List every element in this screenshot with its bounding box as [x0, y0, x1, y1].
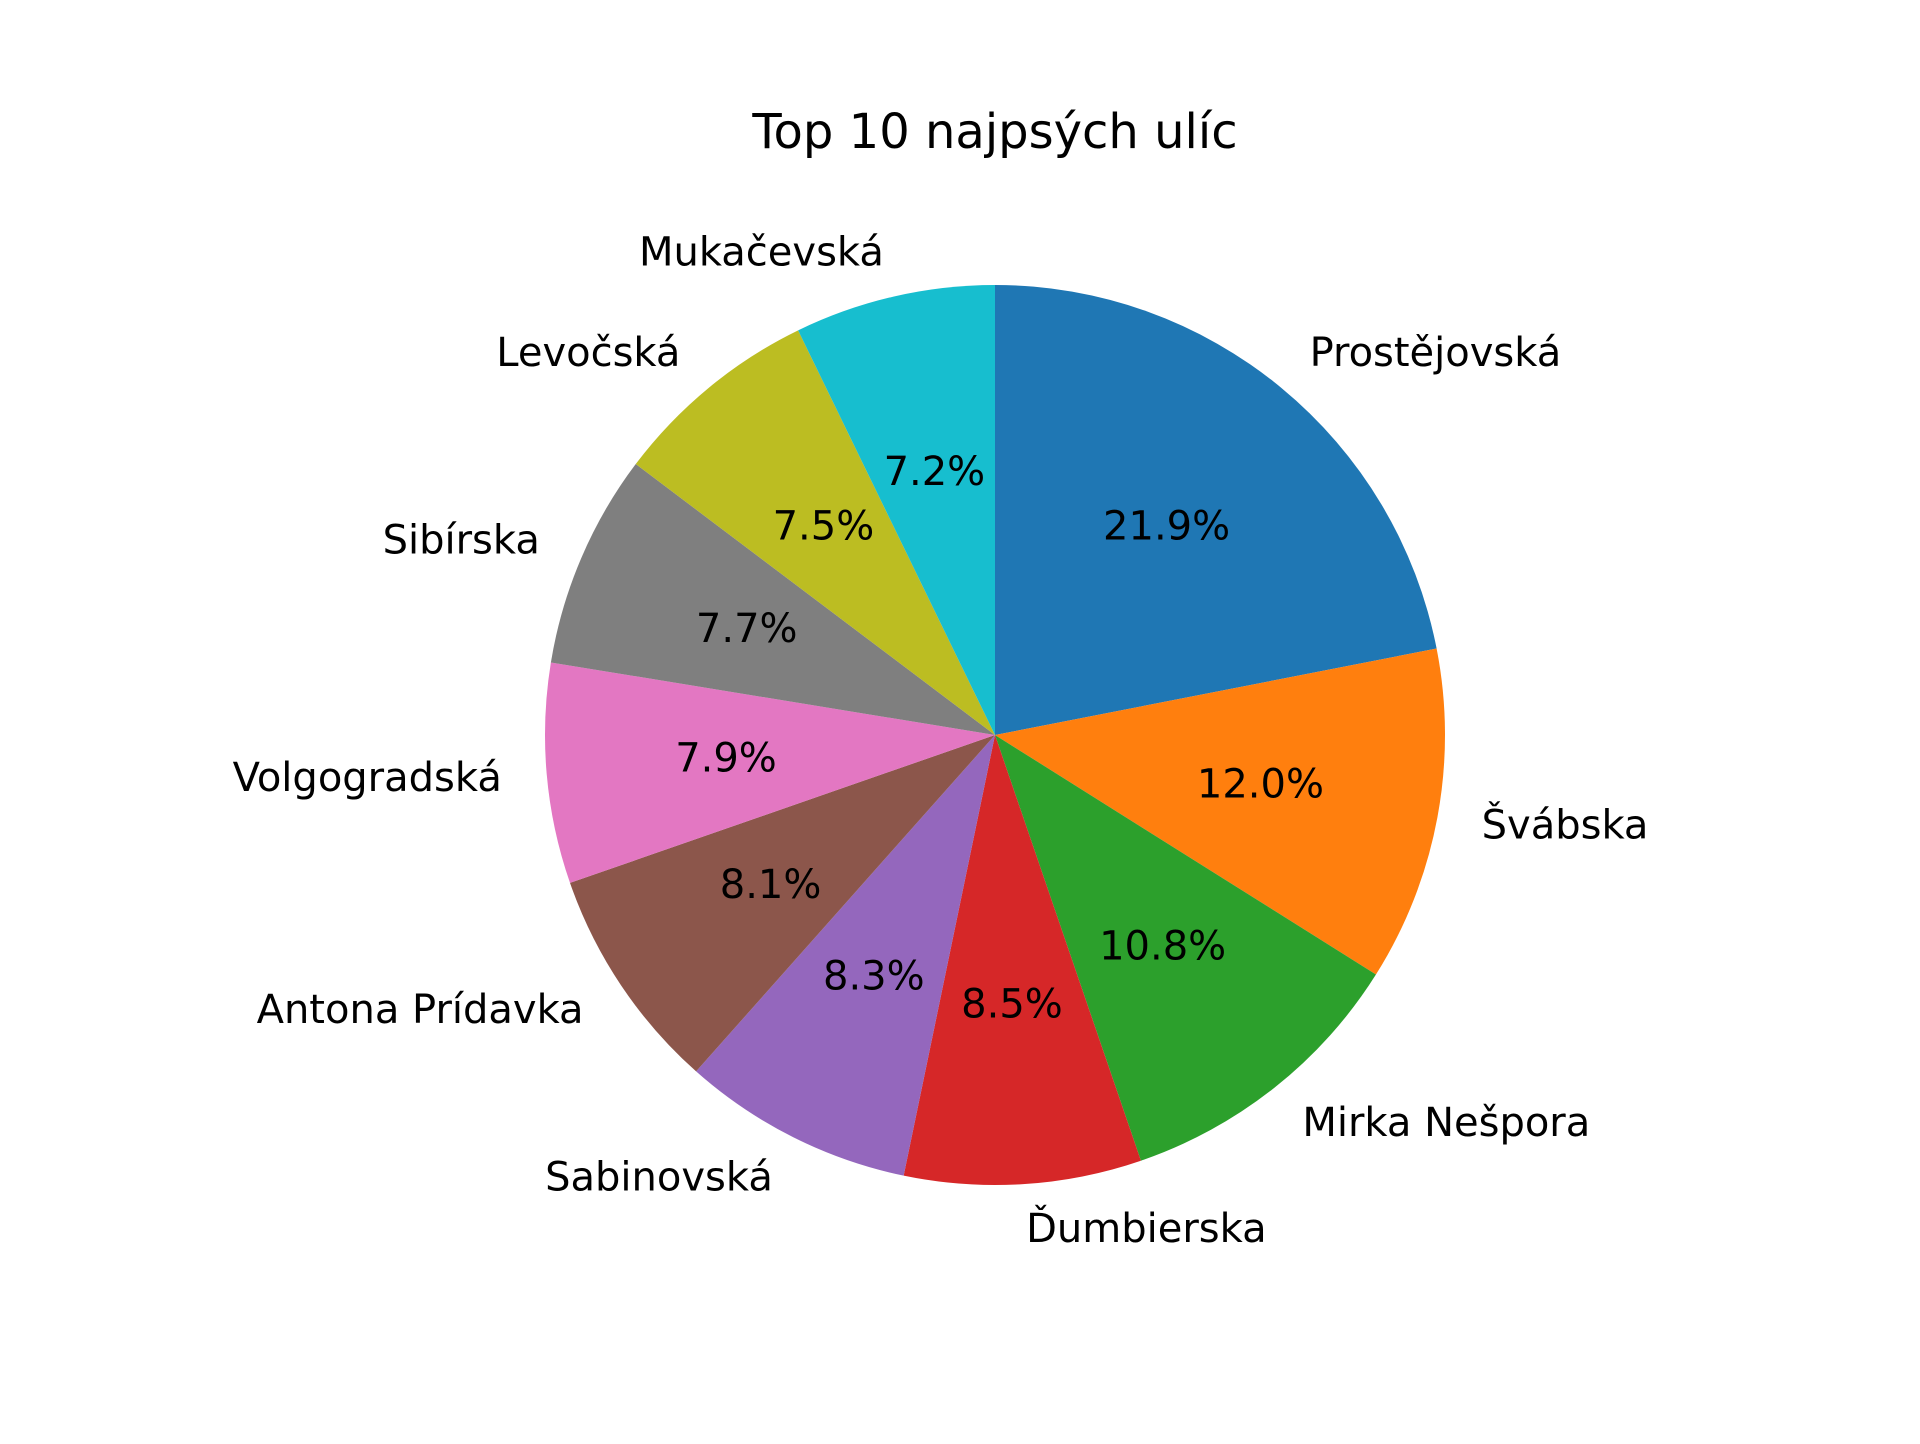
pie-percent-label: 7.5%: [773, 504, 875, 550]
pie-slice-mukacevska: [798, 285, 995, 735]
pie-percent-label: 12.0%: [1197, 761, 1324, 807]
pie-slice-antona-pridavka: [570, 735, 995, 1072]
pie-slice-mirka-nespora: [995, 735, 1376, 1161]
pie-slice-sabinovska: [696, 735, 995, 1176]
pie-percent-label: 21.9%: [1103, 504, 1230, 550]
pie-percent-label: 8.5%: [961, 981, 1063, 1027]
pie-percent-label: 10.8%: [1099, 924, 1226, 970]
pie-percent-label: 7.7%: [696, 606, 798, 652]
pie-slice-label-sibirska: Sibírska: [383, 517, 540, 563]
pie-slice-label-svabska: Švábska: [1482, 801, 1649, 849]
chart-title: Top 10 najpsých ulíc: [751, 104, 1237, 160]
pie-percent-label: 7.2%: [884, 449, 986, 495]
pie-percent-label: 7.9%: [675, 735, 777, 781]
pie-slice-prostejovska: [995, 285, 1437, 735]
pie-slices: [545, 285, 1445, 1186]
pie-percent-label: 8.1%: [720, 862, 822, 908]
pie-slice-svabska: [995, 648, 1445, 975]
pie-slice-label-dumbierska: Ďumbierska: [1026, 1204, 1267, 1252]
pie-percent-label: 8.3%: [823, 953, 925, 999]
pie-slice-label-prostejovska: Prostějovská: [1310, 330, 1562, 376]
pie-slice-dumbierska: [903, 735, 1141, 1186]
pie-slice-label-volgogradska: Volgogradská: [233, 755, 502, 801]
pie-slice-label-mukacevska: Mukačevská: [639, 230, 884, 276]
pie-slice-label-antona-pridavka: Antona Prídavka: [257, 987, 584, 1033]
pie-percent-labels: 21.9% 12.0% 10.8% 8.5% 8.3%8.1% 7.9% 7.7% 7.5%7…: [675, 449, 1324, 1028]
pie-slice-volgogradska: [545, 662, 995, 883]
pie-slice-sibirska: [550, 464, 995, 735]
pie-slice-labels: Prostějovská Švábska Mirka Nešpora Ďumbiers…: [233, 230, 1649, 1252]
pie-slice-label-levocska: Levočská: [496, 330, 680, 376]
pie-slice-label-sabinovska: Sabinovská: [545, 1154, 773, 1200]
pie-slice-label-mirka-nespora: Mirka Nešpora: [1302, 1100, 1590, 1146]
pie-slice-levocska: [635, 330, 995, 735]
